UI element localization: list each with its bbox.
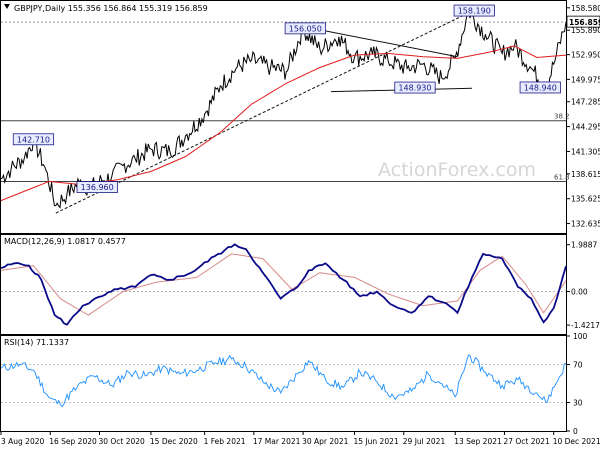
price-annotation-label: 156.050 — [289, 24, 322, 33]
price-annotation: 136.960 — [76, 181, 118, 193]
time-tick-label: 27 Oct 2021 — [503, 437, 550, 446]
trendline — [55, 9, 475, 214]
price-ytick-label: 149.975 — [571, 75, 600, 84]
macd-panel-frame — [0, 234, 567, 335]
rsi-ytick-label: 0 — [573, 427, 578, 436]
time-tick-label: 10 Dec 2021 — [553, 437, 600, 446]
price-ytick-label: 144.295 — [571, 123, 600, 132]
price-annotation-box — [76, 181, 118, 193]
price-annotation-box — [284, 22, 326, 35]
price-ytick-label: 147.285 — [571, 98, 600, 107]
rsi-ytick-label: 30 — [573, 399, 583, 408]
price-ytick-label: 141.305 — [571, 147, 600, 156]
last-price-label: 156.859 — [569, 18, 600, 27]
price-annotation: 148.940 — [519, 81, 561, 94]
macd-layer: 1.9887 0.00 -1.4217 — [0, 241, 600, 330]
price-ytick-label: 152.950 — [571, 51, 600, 60]
price-annotation-box — [394, 81, 436, 94]
price-annotation: 148.930 — [394, 81, 436, 94]
time-tick-label: 15 Dec 2020 — [150, 437, 198, 446]
time-tick-label: 30 Oct 2020 — [98, 437, 145, 446]
macd-ytick-label: 0.00 — [571, 288, 588, 297]
price-annotation-box — [12, 133, 55, 146]
time-tick-label: 30 Apr 2021 — [302, 437, 349, 446]
price-ytick-label: 132.635 — [571, 220, 600, 229]
price-ytick-label: 135.625 — [571, 195, 600, 204]
price-annotation-label: 148.930 — [398, 84, 431, 93]
price-annotation-box — [519, 81, 561, 94]
title-marker-icon — [4, 4, 10, 9]
time-tick-label: 13 Sep 2021 — [454, 437, 502, 446]
price-annotation-box — [453, 4, 495, 17]
price-annotation-label: 142.710 — [17, 135, 50, 144]
rsi-panel-frame — [0, 335, 567, 432]
price-annotation-label: 148.940 — [524, 83, 557, 92]
rsi-ytick-label: 70 — [573, 361, 583, 370]
price-annotation-label: 158.190 — [458, 7, 491, 16]
price-title: GBPJPY,Daily 155.356 156.864 155.319 156… — [14, 4, 208, 13]
macd-signal-series — [0, 253, 567, 316]
rsi-layer: 100 70 30 0 — [0, 332, 588, 436]
last-price-tag — [566, 15, 600, 28]
macd-ytick-label: -1.4217 — [571, 321, 600, 330]
time-tick-label: 16 Sep 2020 — [49, 437, 97, 446]
macd-series — [0, 243, 567, 326]
price-annotation: 156.050 — [284, 22, 326, 35]
time-tick-label: 1 Feb 2021 — [204, 437, 246, 446]
fibo-level-label: 38.2 — [554, 113, 570, 121]
axis-layer: 3 Aug 2020 16 Sep 2020 30 Oct 2020 15 Dec 2… — [0, 431, 600, 446]
trendline — [308, 27, 458, 58]
rsi-title: RSI(14) 71.1337 — [4, 338, 69, 347]
time-tick-label: 29 Jul 2021 — [403, 437, 446, 446]
price-ytick-label: 138.615 — [571, 170, 600, 179]
price-panel-frame — [0, 0, 567, 234]
time-tick-label: 17 Mar 2021 — [253, 437, 301, 446]
price-ytick-label: 158.580 — [571, 4, 600, 13]
rsi-series — [0, 354, 567, 408]
macd-ytick-label: 1.9887 — [571, 241, 597, 250]
time-tick-label: 15 Jun 2021 — [354, 437, 399, 446]
price-ytick-label: 155.890 — [571, 26, 600, 35]
fibo-level-label: 61.8 — [554, 173, 570, 181]
macd-title: MACD(12,26,9) 1.0817 0.4577 — [4, 237, 126, 246]
watermark-text: ActionForex.com — [378, 159, 536, 181]
price-annotation: 158.190 — [453, 4, 495, 17]
price-annotation: 142.710 — [12, 133, 55, 146]
time-tick-label: 3 Aug 2020 — [1, 437, 44, 446]
price-layer: 158.580 155.890 152.950 149.975 147.285 144.2… — [0, 4, 600, 229]
rsi-ytick-label: 100 — [573, 332, 588, 341]
price-annotation-label: 136.960 — [81, 183, 114, 192]
